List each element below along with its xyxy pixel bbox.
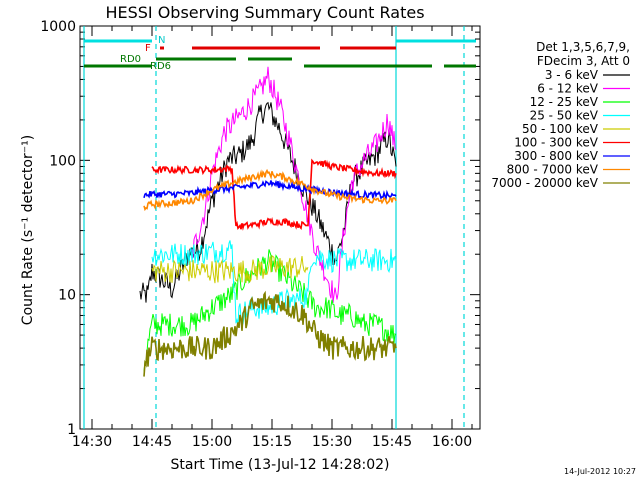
x-tick-label: 15:30	[312, 434, 352, 450]
legend: Det 1,3,5,6,7,9, FDecim 3, Att 0 3 - 6 k…	[491, 40, 630, 190]
x-tick-label: 15:15	[252, 434, 292, 450]
legend-header-line1: Det 1,3,5,6,7,9,	[536, 40, 630, 54]
legend-label: 25 - 50 keV	[530, 109, 599, 123]
legend-label: 6 - 12 keV	[537, 82, 599, 96]
y-tick-label: 10	[58, 288, 76, 304]
y-tick-label: 1000	[40, 19, 76, 35]
x-tick-label: 15:00	[192, 434, 232, 450]
x-tick-label: 15:45	[372, 434, 412, 450]
instrument-marker-lines	[83, 26, 465, 429]
series-line-6	[143, 179, 397, 201]
chart-title: HESSI Observing Summary Count Rates	[105, 3, 424, 22]
observing-flags: NF RD0 RD6	[84, 35, 476, 72]
x-axis-label: Start Time (13-Jul-12 14:28:02)	[170, 457, 389, 473]
flag-RD0-label: RD0	[120, 54, 141, 65]
y-tick-label: 1	[67, 422, 76, 438]
series-line-2	[143, 249, 397, 372]
footer-date: 14-Jul-2012 10:27	[564, 467, 636, 476]
flag-N-label: N	[158, 35, 165, 46]
legend-label: 7000 - 20000 keV	[491, 176, 598, 190]
series-line-7	[143, 168, 397, 212]
series-lines	[139, 66, 397, 377]
y-axis-label: Count Rate (s⁻¹ detector⁻¹)	[20, 135, 36, 325]
legend-label: 12 - 25 keV	[530, 95, 599, 109]
axes-ticks: 1 10 100 1000 14:30 14:45 15:00 15:15 15:30 15:45…	[40, 19, 480, 450]
legend-label: 3 - 6 keV	[545, 68, 599, 82]
series-line-4	[151, 255, 309, 284]
legend-header-line2: FDecim 3, Att 0	[537, 54, 630, 68]
series-line-5	[151, 158, 397, 231]
x-tick-label: 14:45	[132, 434, 172, 450]
flag-F-label: F	[145, 43, 151, 54]
x-tick-label: 14:30	[72, 434, 112, 450]
legend-label: 800 - 7000 keV	[507, 163, 599, 177]
legend-label: 300 - 800 keV	[514, 149, 598, 163]
series-line-3	[151, 240, 397, 325]
legend-label: 50 - 100 keV	[522, 122, 599, 136]
x-tick-label: 16:00	[432, 434, 472, 450]
flag-RD6-label: RD6	[150, 61, 171, 72]
legend-label: 100 - 300 keV	[514, 136, 598, 150]
y-tick-label: 100	[49, 153, 76, 169]
series-line-8	[143, 290, 397, 377]
plot-frame	[79, 25, 481, 430]
